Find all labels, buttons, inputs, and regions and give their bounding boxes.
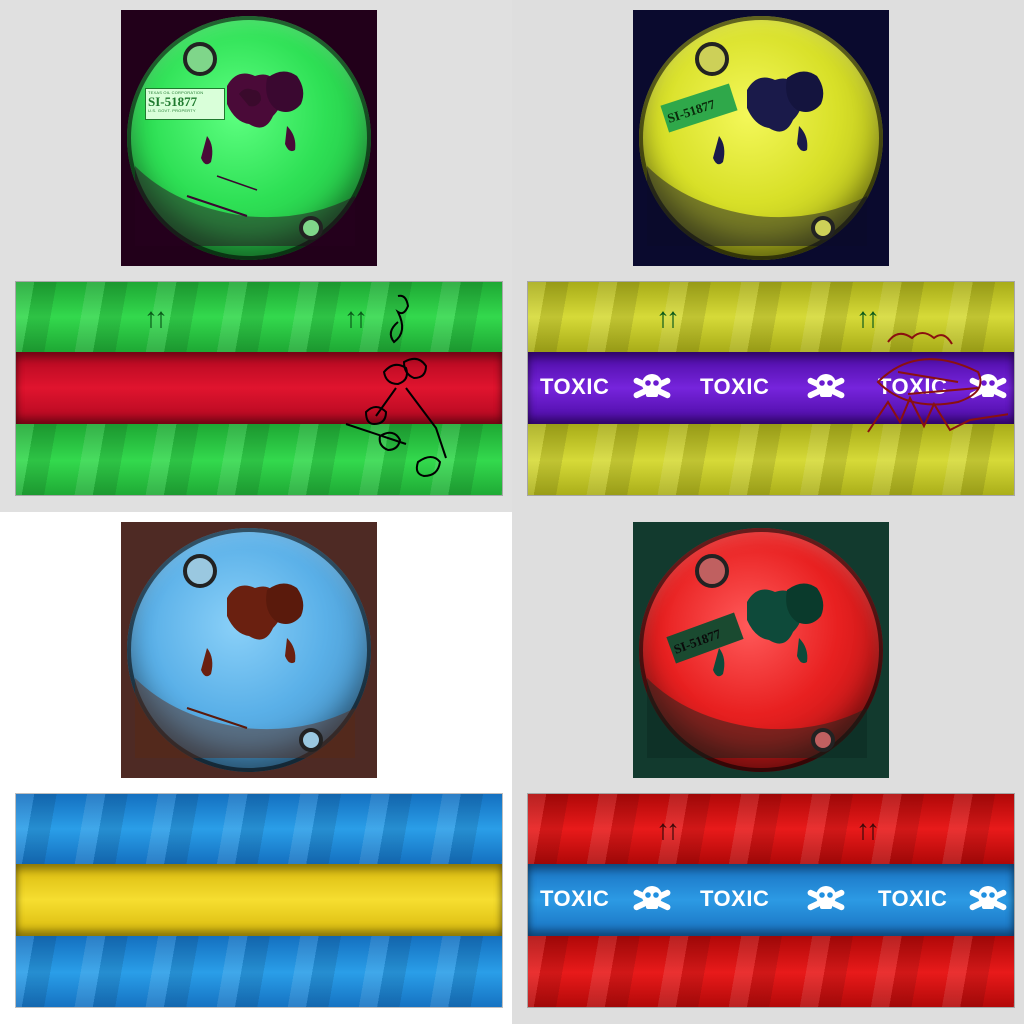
- band-middle: [528, 352, 1014, 424]
- up-arrows-icon: ↑↑: [856, 814, 880, 845]
- bung-cap: [695, 554, 729, 588]
- bung-cap-small: [299, 216, 323, 240]
- band-top: [528, 282, 1014, 352]
- label-small-text: TEXAS OIL CORPORATION: [148, 90, 204, 95]
- bung-cap: [695, 42, 729, 76]
- panel-yellow: SI-51877 ↑↑ ↑↑ TOXIC TOXIC TOXIC: [512, 0, 1024, 512]
- toxic-label: TOXIC: [540, 374, 610, 399]
- band-middle: [528, 864, 1014, 936]
- graffiti-tag: [345, 294, 447, 478]
- barrel-lid: SI-51877: [639, 16, 883, 260]
- bung-cap-small: [811, 216, 835, 240]
- toxic-label: TOXIC: [878, 886, 948, 911]
- skull-crossbones-icon: [807, 374, 845, 399]
- barrel-lid-tile: SI-51877: [633, 522, 889, 778]
- barrel-side-strip: ↑↑ ↑↑: [15, 281, 503, 496]
- band-bottom: [16, 936, 502, 1007]
- toxic-label: TOXIC: [700, 886, 770, 911]
- band-bottom: [528, 936, 1014, 1007]
- panel-red: SI-51877 ↑↑ ↑↑ TOXIC TOXIC TOXIC: [512, 512, 1024, 1024]
- label-footer: U.S. GOVT. PROPERTY: [148, 108, 196, 113]
- band-top: [528, 794, 1014, 864]
- skull-crossbones-icon: [969, 374, 1007, 399]
- toxic-band: TOXIC TOXIC TOXIC: [528, 352, 1014, 424]
- label-code: SI-51877: [148, 94, 198, 109]
- rust-patches: [135, 71, 355, 246]
- barrel-lid: TEXAS OIL CORPORATION SI-51877 U.S. GOVT…: [127, 16, 371, 260]
- up-arrows-icon: ↑↑: [144, 302, 168, 333]
- bung-cap: [183, 554, 217, 588]
- graffiti-tag: [867, 332, 1008, 433]
- toxic-label: TOXIC: [540, 886, 610, 911]
- barrel-side-strip: ↑↑ ↑↑ TOXIC TOXIC TOXIC: [527, 281, 1015, 496]
- barrel-lid: SI-51877: [639, 528, 883, 772]
- skull-crossbones-icon: [633, 886, 671, 911]
- band-top: [16, 794, 502, 864]
- band-middle: [16, 352, 502, 424]
- rust-patches: [647, 71, 867, 246]
- rust-patches: [135, 583, 355, 758]
- barrel-lid-tile: TEXAS OIL CORPORATION SI-51877 U.S. GOVT…: [121, 10, 377, 266]
- skull-crossbones-icon: [807, 886, 845, 911]
- band-middle: [16, 864, 502, 936]
- band-bottom: [528, 424, 1014, 495]
- barrel-side-strip: [15, 793, 503, 1008]
- barrel-side-strip: ↑↑ ↑↑ TOXIC TOXIC TOXIC: [527, 793, 1015, 1008]
- band-top: [16, 282, 502, 352]
- panel-blue: [0, 512, 512, 1024]
- panel-green: TEXAS OIL CORPORATION SI-51877 U.S. GOVT…: [0, 0, 512, 512]
- toxic-band: TOXIC TOXIC TOXIC: [528, 864, 1014, 936]
- up-arrows-icon: ↑↑: [656, 302, 680, 333]
- up-arrows-icon: ↑↑: [656, 814, 680, 845]
- bung-cap-small: [299, 728, 323, 752]
- barrel-lid-tile: [121, 522, 377, 778]
- bung-cap-small: [811, 728, 835, 752]
- skull-crossbones-icon: [633, 374, 671, 399]
- barrel-lid-tile: SI-51877: [633, 10, 889, 266]
- barrel-lid: [127, 528, 371, 772]
- toxic-label: TOXIC: [700, 374, 770, 399]
- skull-crossbones-icon: [969, 886, 1007, 911]
- barcode-label: TEXAS OIL CORPORATION SI-51877 U.S. GOVT…: [145, 88, 225, 120]
- bung-cap: [183, 42, 217, 76]
